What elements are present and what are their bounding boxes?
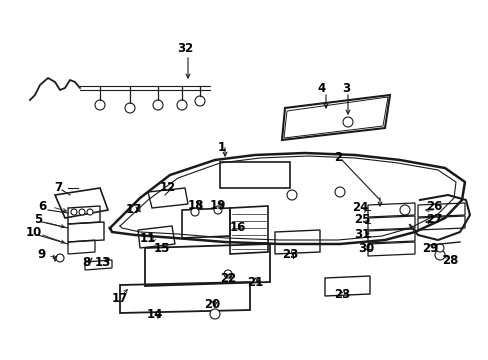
Text: 16: 16 [229,221,245,234]
Text: 15: 15 [154,242,170,255]
Text: 5: 5 [34,213,42,226]
Text: 6: 6 [38,201,46,213]
Text: 17: 17 [125,203,142,216]
Ellipse shape [286,190,296,200]
Ellipse shape [56,254,64,262]
Text: 18: 18 [187,199,204,212]
Ellipse shape [399,205,409,215]
Text: 28: 28 [441,253,457,266]
Text: 30: 30 [357,242,373,255]
Text: 23: 23 [333,288,349,301]
Ellipse shape [434,250,444,260]
Ellipse shape [435,244,443,252]
Text: 11: 11 [140,231,156,244]
Text: 17: 17 [112,292,128,305]
Text: 24: 24 [351,202,367,215]
Text: 20: 20 [203,297,220,310]
Text: 21: 21 [246,275,263,288]
Text: 8: 8 [81,256,90,269]
Text: 22: 22 [220,271,236,284]
Text: 32: 32 [177,41,193,54]
Text: 23: 23 [281,248,298,261]
Ellipse shape [342,117,352,127]
Text: 29: 29 [421,242,437,255]
Text: 3: 3 [341,81,349,94]
Ellipse shape [87,209,93,215]
Text: 2: 2 [333,152,342,165]
Text: 25: 25 [353,213,369,226]
Text: 14: 14 [146,309,163,321]
Text: 12: 12 [160,181,176,194]
Ellipse shape [209,309,220,319]
Ellipse shape [224,270,231,278]
Text: 26: 26 [425,201,441,213]
Text: 19: 19 [209,199,226,212]
Text: 7: 7 [54,181,62,194]
Text: 9: 9 [38,248,46,261]
Ellipse shape [79,209,85,215]
Text: 1: 1 [218,141,225,154]
Text: 31: 31 [353,228,369,240]
Text: 13: 13 [95,256,111,269]
Ellipse shape [71,209,77,215]
Text: 10: 10 [26,226,42,239]
Text: 27: 27 [425,213,441,226]
Ellipse shape [191,208,199,216]
Text: 4: 4 [317,81,325,94]
Ellipse shape [214,206,222,214]
Ellipse shape [334,187,345,197]
